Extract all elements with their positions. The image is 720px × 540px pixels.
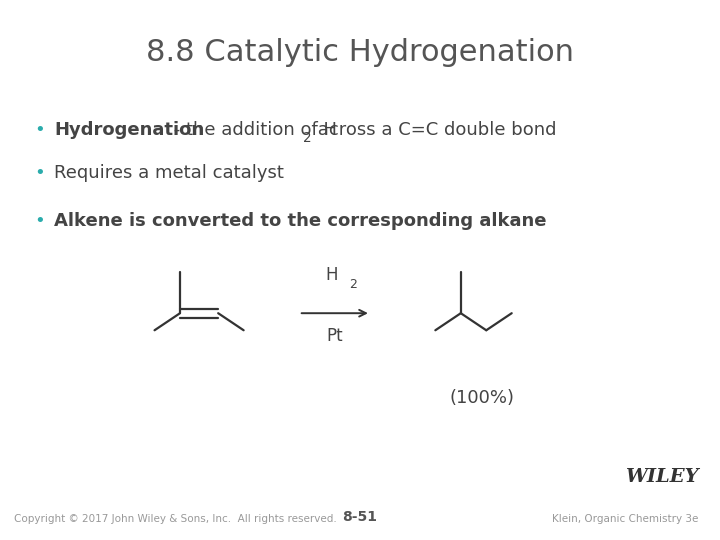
Text: 8.8 Catalytic Hydrogenation: 8.8 Catalytic Hydrogenation [146,38,574,67]
Text: 8-51: 8-51 [343,510,377,524]
Text: - the addition of H: - the addition of H [168,120,337,139]
Text: Alkene is converted to the corresponding alkane: Alkene is converted to the corresponding… [54,212,546,231]
Text: Pt: Pt [326,327,343,345]
Text: •: • [35,120,45,139]
Text: Copyright © 2017 John Wiley & Sons, Inc.  All rights reserved.: Copyright © 2017 John Wiley & Sons, Inc.… [14,514,337,524]
Text: H: H [325,266,338,284]
Text: WILEY: WILEY [625,468,698,486]
Text: 2: 2 [349,278,356,291]
Text: (100%): (100%) [450,389,515,407]
Text: •: • [35,164,45,182]
Text: Hydrogenation: Hydrogenation [54,120,204,139]
Text: Klein, Organic Chemistry 3e: Klein, Organic Chemistry 3e [552,514,698,524]
Text: across a C=C double bond: across a C=C double bond [312,120,557,139]
Text: 2: 2 [303,131,312,145]
Text: •: • [35,212,45,231]
Text: Requires a metal catalyst: Requires a metal catalyst [54,164,284,182]
